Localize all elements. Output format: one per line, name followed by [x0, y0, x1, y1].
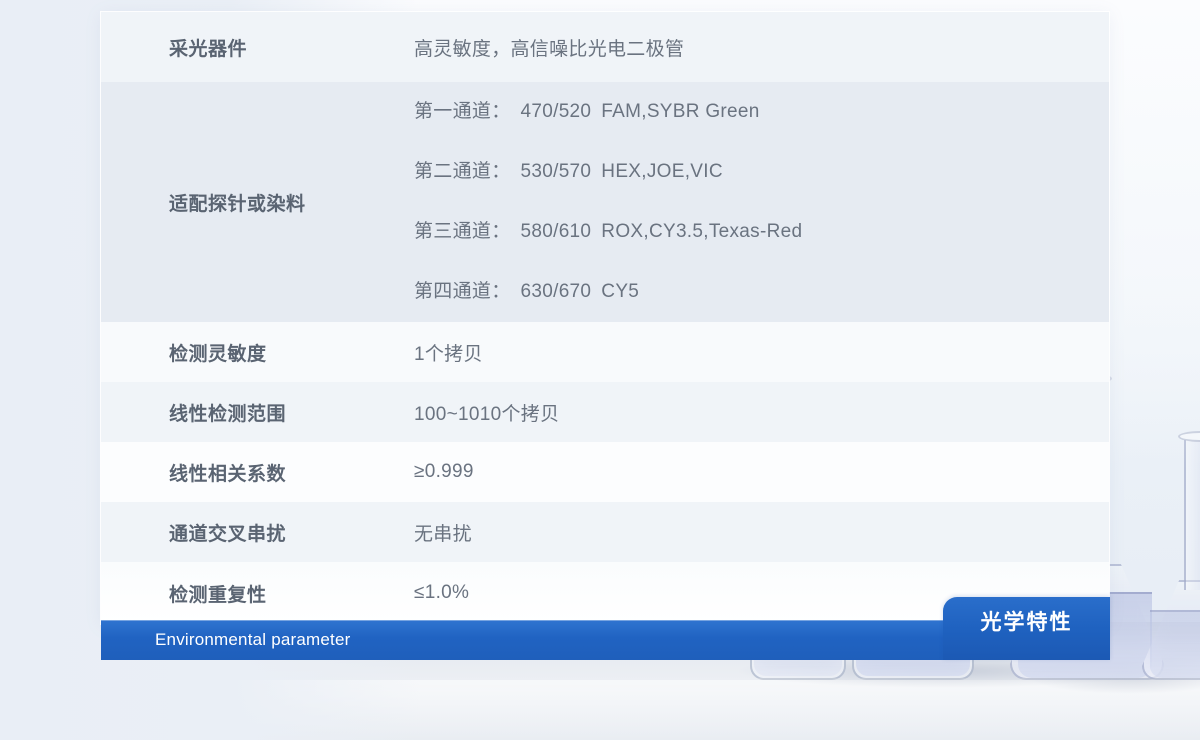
channel-wavelength: 580/610: [520, 221, 592, 242]
flask-liquid: [1150, 610, 1200, 678]
flask-right: [1142, 430, 1200, 680]
channel-wavelength: 470/520: [520, 101, 592, 122]
table-row: 采光器件 高灵敏度，高信噪比光电二极管: [101, 12, 1109, 82]
row-value: 100~1010个拷贝: [414, 403, 560, 425]
row-value: 高灵敏度，高信噪比光电二极管: [414, 38, 685, 60]
channel-dyes: CY5: [601, 281, 640, 302]
environmental-parameter-tab[interactable]: Environmental parameter: [101, 620, 1109, 660]
channel-line: 第二通道： 530/570 HEX,JOE,VIC: [414, 142, 1109, 202]
row-label: 检测灵敏度: [169, 343, 267, 365]
table-row: 线性相关系数 ≥0.999: [101, 442, 1109, 502]
row-label: 检测重复性: [169, 584, 267, 606]
specification-table: 采光器件 高灵敏度，高信噪比光电二极管 适配探针或染料 第一通道： 470/520…: [101, 12, 1109, 624]
channel-name: 第二通道：: [414, 161, 511, 182]
flask-neck: [1184, 440, 1200, 590]
channel-dyes: ROX,CY3.5,Texas-Red: [601, 221, 803, 242]
channel-name: 第三通道：: [414, 221, 511, 242]
channel-dyes: FAM,SYBR Green: [601, 101, 760, 122]
channel-wavelength: 630/670: [520, 281, 592, 302]
channel-dyes: HEX,JOE,VIC: [601, 161, 723, 182]
row-label: 线性检测范围: [169, 403, 287, 425]
row-value: 1个拷贝: [414, 343, 483, 365]
channel-line: 第四通道： 630/670 CY5: [414, 262, 1109, 322]
environmental-parameter-label: Environmental parameter: [155, 630, 351, 649]
table-row: 适配探针或染料 第一通道： 470/520 FAM,SYBR Green 第二通道：…: [101, 82, 1109, 322]
table-row: 通道交叉串扰 无串扰: [101, 502, 1109, 562]
row-value: 无串扰: [414, 523, 472, 545]
channel-name: 第一通道：: [414, 101, 511, 122]
table-row: 线性检测范围 100~1010个拷贝: [101, 382, 1109, 442]
channel-line: 第三通道： 580/610 ROX,CY3.5,Texas-Red: [414, 202, 1109, 262]
row-label: 采光器件: [169, 38, 248, 60]
channel-line: 第一通道： 470/520 FAM,SYBR Green: [414, 82, 1109, 142]
row-value: ≤1.0%: [414, 582, 470, 603]
optical-characteristics-tab[interactable]: 光学特性: [943, 597, 1110, 660]
row-value: ≥0.999: [414, 461, 474, 482]
row-label: 线性相关系数: [169, 463, 287, 485]
channel-wavelength: 530/570: [520, 161, 592, 182]
channel-name: 第四通道：: [414, 281, 511, 302]
row-label: 通道交叉串扰: [169, 523, 287, 545]
row-value-channels: 第一通道： 470/520 FAM,SYBR Green 第二通道： 530/570 H…: [403, 82, 1109, 322]
table-row: 检测灵敏度 1个拷贝: [101, 322, 1109, 382]
row-label: 适配探针或染料: [169, 193, 306, 215]
table-row: 检测重复性 ≤1.0%: [101, 562, 1109, 624]
optical-characteristics-label: 光学特性: [980, 611, 1073, 634]
